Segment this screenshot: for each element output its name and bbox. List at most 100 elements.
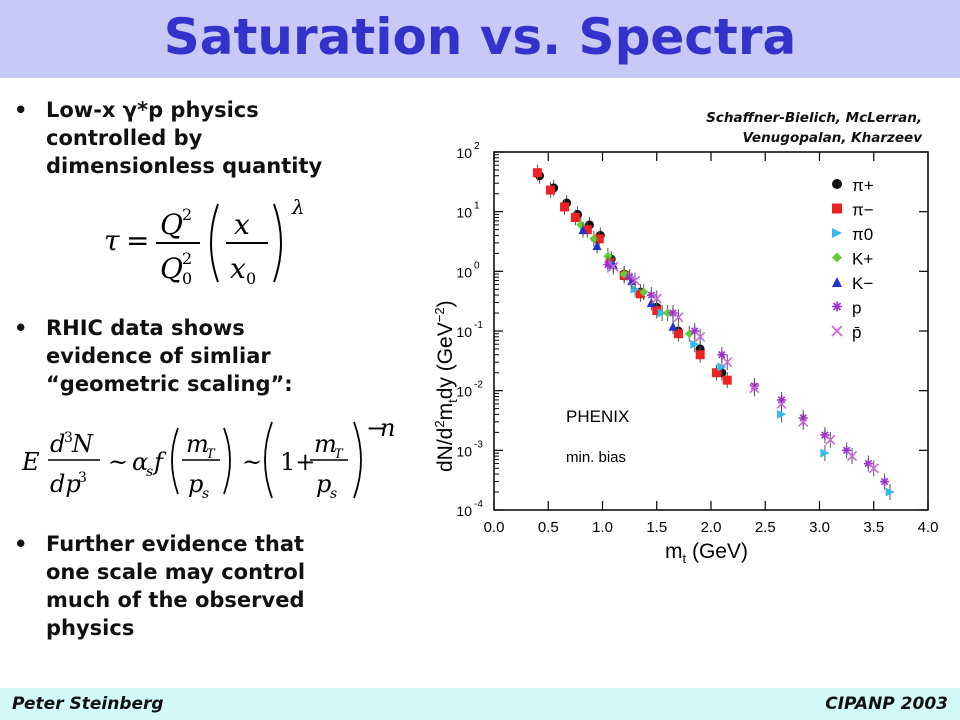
data-point	[711, 368, 721, 378]
y-tick-label-exp: -4	[474, 499, 483, 510]
svg-text:0: 0	[246, 269, 256, 288]
legend-marker	[832, 252, 842, 263]
legend-marker	[832, 179, 842, 189]
annotation-phenix: PHENIX	[566, 407, 629, 426]
data-point	[639, 287, 649, 297]
data-point	[668, 321, 678, 331]
data-point	[608, 261, 619, 272]
svg-text:2: 2	[182, 205, 192, 224]
data-point	[582, 225, 592, 235]
x-tick-label: 2.5	[755, 519, 776, 536]
legend-marker	[832, 277, 842, 287]
bullet-2: • RHIC data shows evidence of simliar “g…	[14, 314, 404, 398]
x-tick-label: 2.0	[701, 519, 722, 536]
y-tick-label-exp: 2	[474, 141, 480, 152]
data-point	[820, 430, 830, 440]
footer-conference: CIPANP 2003	[825, 694, 948, 714]
data-point	[668, 308, 678, 318]
data-point	[777, 409, 787, 419]
data-point	[690, 339, 700, 349]
data-points	[532, 164, 895, 501]
x-axis: 0.0 0.5 1.0 1.5 2.0 2.5 3.0 3.5 4.0	[484, 152, 938, 536]
svg-text:Q: Q	[160, 208, 183, 241]
y-tick-label-exp: 0	[474, 260, 480, 271]
svg-text:p: p	[316, 470, 331, 498]
x-tick-label: 0.5	[538, 519, 559, 536]
data-point	[560, 202, 570, 212]
svg-text:x: x	[234, 208, 250, 241]
bullet-3-line-1: Further evidence that	[46, 532, 305, 556]
footer-bar: Peter Steinberg CIPANP 2003	[0, 688, 960, 720]
data-point	[629, 275, 641, 286]
data-point	[630, 284, 640, 294]
data-point	[625, 272, 635, 282]
bullet-1: • Low-x γ*p physics controlled by dimens…	[14, 96, 404, 180]
data-point	[635, 289, 645, 299]
x-tick-label: 1.0	[592, 519, 613, 536]
legend: π+ π− π0 K+ K− p p̄	[831, 176, 874, 342]
y-tick-label-base: 10	[456, 264, 472, 280]
legend-label: π+	[852, 176, 874, 195]
data-point	[690, 326, 700, 336]
data-point	[603, 251, 613, 261]
svg-text:3: 3	[78, 470, 87, 486]
y-tick-label-base: 10	[456, 503, 472, 519]
annotation-min-bias: min. bias	[566, 449, 626, 466]
svg-text:τ: τ	[104, 224, 120, 257]
svg-text:E: E	[21, 448, 40, 476]
title-bar: Saturation vs. Spectra	[0, 0, 960, 78]
legend-label: K−	[852, 274, 873, 293]
svg-text:x: x	[230, 252, 246, 285]
data-point	[825, 434, 836, 445]
svg-text:f: f	[152, 448, 167, 476]
svg-text:T: T	[334, 447, 344, 462]
legend-label: p	[852, 299, 861, 318]
data-point	[673, 312, 684, 323]
bullet-2-line-2: evidence of simliar	[46, 344, 271, 368]
y-tick-label-exp: -1	[474, 320, 483, 331]
svg-text:0: 0	[182, 269, 192, 288]
data-point	[594, 234, 604, 244]
data-point	[868, 463, 879, 474]
data-point	[863, 459, 873, 469]
data-point	[592, 241, 602, 251]
y-tick-label-exp: 1	[474, 201, 480, 212]
data-point	[603, 260, 613, 270]
data-point	[695, 350, 705, 360]
y-tick-label-base: 10	[456, 384, 472, 400]
scaling-equation: E d3 N dp3 ~ αs f mT ps ~ 1+ mT ps −n	[21, 414, 395, 502]
data-point	[717, 362, 727, 372]
data-point	[652, 306, 662, 316]
y-tick-label-base: 10	[456, 145, 472, 161]
bullet-2-line-3: “geometric scaling”:	[46, 372, 293, 396]
data-point	[776, 398, 787, 409]
svg-text:1+: 1+	[280, 448, 315, 476]
bullet-1-line-3: dimensionless quantity	[46, 154, 323, 178]
data-point	[646, 290, 656, 300]
footer-author: Peter Steinberg	[12, 694, 164, 714]
data-point	[545, 185, 555, 195]
svg-text:N: N	[71, 430, 94, 458]
bullet-3-line-2: one scale may control	[46, 560, 306, 584]
data-point	[880, 477, 890, 487]
legend-marker	[832, 203, 842, 214]
svg-text:=: =	[126, 224, 149, 257]
bullet-2-line-1: RHIC data shows	[46, 316, 245, 340]
svg-text:m: m	[186, 430, 209, 458]
y-tick-label-exp: -2	[474, 380, 483, 391]
legend-label: p̄	[852, 323, 861, 342]
svg-text:α: α	[132, 448, 148, 476]
credit-line-2: Venugopalan, Kharzeev	[742, 130, 922, 146]
x-axis-label: mt (GeV)	[665, 540, 748, 566]
x-tick-label: 3.0	[809, 519, 830, 536]
data-point	[532, 168, 542, 178]
y-tick-label-exp: -3	[474, 439, 483, 450]
bullet-3: • Further evidence that one scale may co…	[14, 530, 404, 642]
data-point	[651, 293, 662, 304]
data-point	[820, 448, 830, 458]
legend-marker	[832, 228, 842, 238]
svg-text:2: 2	[182, 249, 192, 268]
